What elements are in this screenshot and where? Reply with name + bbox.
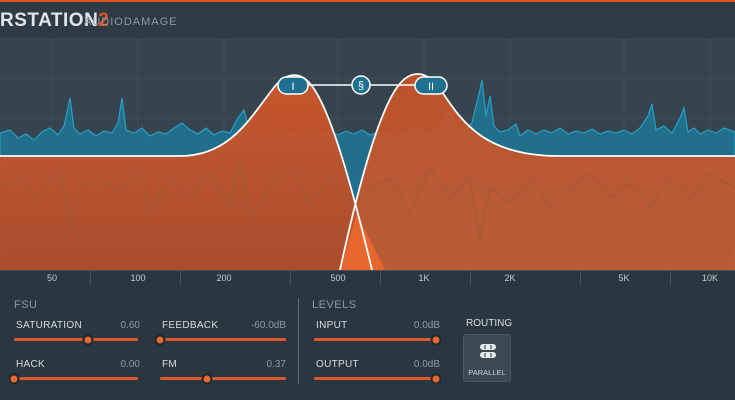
output-spectrum xyxy=(0,157,735,239)
axis-tick-label: 10K xyxy=(701,273,719,283)
feedback-slider[interactable] xyxy=(160,338,286,341)
control-panel: FSU SATURATION 0.60 FEEDBACK -60.0dB HAC… xyxy=(0,288,735,400)
output-slider-thumb[interactable] xyxy=(430,373,442,384)
axis-tick-label: 5K xyxy=(618,273,630,283)
feedback-value: -60.0dB xyxy=(250,320,286,331)
routing-label: ROUTING xyxy=(466,318,513,329)
title-bar: RSTATION2 AUDIODAMAGE xyxy=(0,2,735,38)
fm-slider[interactable] xyxy=(160,377,286,380)
section-divider xyxy=(298,298,299,384)
frequency-graph[interactable]: I § II xyxy=(0,38,735,270)
hack-slider-thumb[interactable] xyxy=(8,373,20,384)
axis-tick-label: 2K xyxy=(504,273,516,283)
fm-slider-thumb[interactable] xyxy=(201,373,213,384)
link-handle[interactable]: § xyxy=(351,75,371,95)
axis-tickmark xyxy=(180,271,181,285)
axis-tick-label: 1K xyxy=(418,273,430,283)
output-value: 0.0dB xyxy=(413,359,440,370)
feedback-label: FEEDBACK xyxy=(162,320,219,331)
input-slider-thumb[interactable] xyxy=(430,334,442,345)
frequency-axis: 50 100 200 500 1K 2K 5K 10K xyxy=(0,270,735,288)
feedback-slider-thumb[interactable] xyxy=(154,334,166,345)
fm-label: FM xyxy=(162,359,178,370)
axis-tickmark xyxy=(90,271,91,285)
axis-tickmark xyxy=(290,271,291,285)
accent-bar xyxy=(0,0,735,2)
filter-one-handle-label: I xyxy=(291,81,294,93)
saturation-value: 0.60 xyxy=(120,320,140,331)
hack-slider[interactable] xyxy=(14,377,138,380)
filter-one-shape xyxy=(0,75,372,270)
input-label: INPUT xyxy=(316,320,348,331)
link-handle-label: § xyxy=(358,80,364,92)
axis-tickmark xyxy=(380,271,381,285)
saturation-slider[interactable] xyxy=(14,338,138,341)
fm-value: 0.37 xyxy=(266,359,286,370)
axis-tickmark xyxy=(580,271,581,285)
filter-one-handle[interactable]: I xyxy=(277,76,309,95)
output-slider[interactable] xyxy=(314,377,436,380)
spectrum-display: I § II xyxy=(0,38,735,270)
routing-button[interactable]: PARALLEL xyxy=(463,334,511,382)
axis-tick-label: 50 xyxy=(46,273,58,283)
fsu-section-title: FSU xyxy=(14,299,38,311)
routing-mode-label: PARALLEL xyxy=(468,368,506,377)
output-label: OUTPUT xyxy=(316,359,359,370)
filter-two-shape xyxy=(340,74,735,270)
levels-section-title: LEVELS xyxy=(312,299,357,311)
input-slider[interactable] xyxy=(314,338,436,341)
filter-two-handle[interactable]: II xyxy=(414,76,448,95)
axis-tick-label: 500 xyxy=(330,273,346,283)
maker-label: AUDIODAMAGE xyxy=(84,16,178,28)
saturation-label: SATURATION xyxy=(16,320,82,331)
filter-two-handle-label: II xyxy=(428,81,434,93)
hack-value: 0.00 xyxy=(120,359,140,370)
axis-tickmark xyxy=(470,271,471,285)
parallel-icon xyxy=(480,344,496,358)
saturation-slider-thumb[interactable] xyxy=(82,334,94,345)
input-value: 0.0dB xyxy=(413,320,440,331)
overlap-region xyxy=(340,214,385,270)
filter-two-curve xyxy=(339,73,735,270)
axis-tick-label: 100 xyxy=(130,273,146,283)
hack-label: HACK xyxy=(16,359,45,370)
axis-tickmark xyxy=(670,271,671,285)
filter-one-curve xyxy=(0,74,373,270)
axis-tick-label: 200 xyxy=(216,273,232,283)
plugin-title: RSTATION2 xyxy=(0,10,110,31)
